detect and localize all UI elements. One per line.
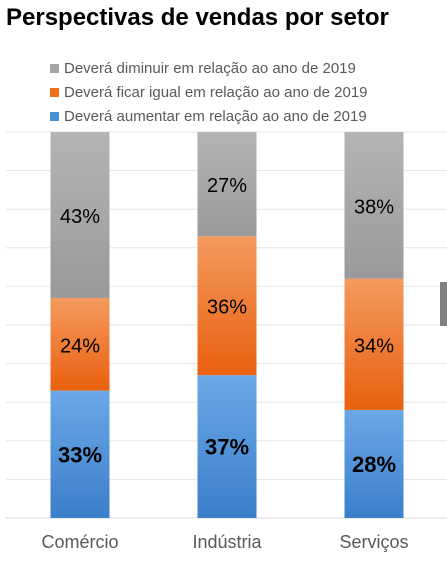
legend-swatch-diminuir: [50, 63, 59, 73]
legend-label-aumentar: Deverá aumentar em relação ao ano de 201…: [64, 107, 367, 125]
data-label-aumentar-0: 33%: [58, 442, 102, 467]
data-label-igual-0: 24%: [60, 335, 100, 357]
x-tick-label: Comércio: [41, 532, 118, 552]
bar-segment-igual-0: [50, 297, 110, 391]
bar-segment-diminuir-2: [344, 132, 404, 279]
bar-segment-aumentar-1: [197, 375, 257, 518]
data-label-aumentar-1: 37%: [205, 435, 249, 460]
data-label-aumentar-2: 28%: [352, 452, 396, 477]
data-label-diminuir-0: 43%: [60, 206, 100, 228]
data-label-igual-1: 36%: [207, 297, 247, 319]
legend-swatch-aumentar: [50, 111, 59, 121]
data-label-diminuir-2: 38%: [354, 196, 394, 218]
legend-item-diminuir: Deverá diminuir em relação ao ano de 201…: [50, 56, 368, 80]
bar-segment-igual-2: [344, 278, 404, 410]
legend-label-diminuir: Deverá diminuir em relação ao ano de 201…: [64, 59, 356, 77]
scroll-indicator[interactable]: [440, 282, 447, 326]
bar-segment-diminuir-0: [50, 132, 110, 298]
data-label-diminuir-1: 27%: [207, 175, 247, 197]
bar-segment-igual-1: [197, 236, 257, 376]
bar-segment-aumentar-0: [50, 390, 110, 518]
legend-label-igual: Deverá ficar igual em relação ao ano de …: [64, 83, 368, 101]
legend-item-igual: Deverá ficar igual em relação ao ano de …: [50, 80, 368, 104]
chart-title: Perspectivas de vendas por setor: [6, 4, 389, 31]
legend-item-aumentar: Deverá aumentar em relação ao ano de 201…: [50, 104, 368, 128]
x-tick-label: Indústria: [192, 532, 262, 552]
x-tick-label: Serviços: [339, 532, 408, 552]
bar-segment-diminuir-1: [197, 132, 257, 237]
data-label-igual-2: 34%: [354, 335, 394, 357]
chart-legend: Deverá diminuir em relação ao ano de 201…: [50, 56, 368, 128]
bar-segment-aumentar-2: [344, 409, 404, 518]
legend-swatch-igual: [50, 87, 59, 97]
